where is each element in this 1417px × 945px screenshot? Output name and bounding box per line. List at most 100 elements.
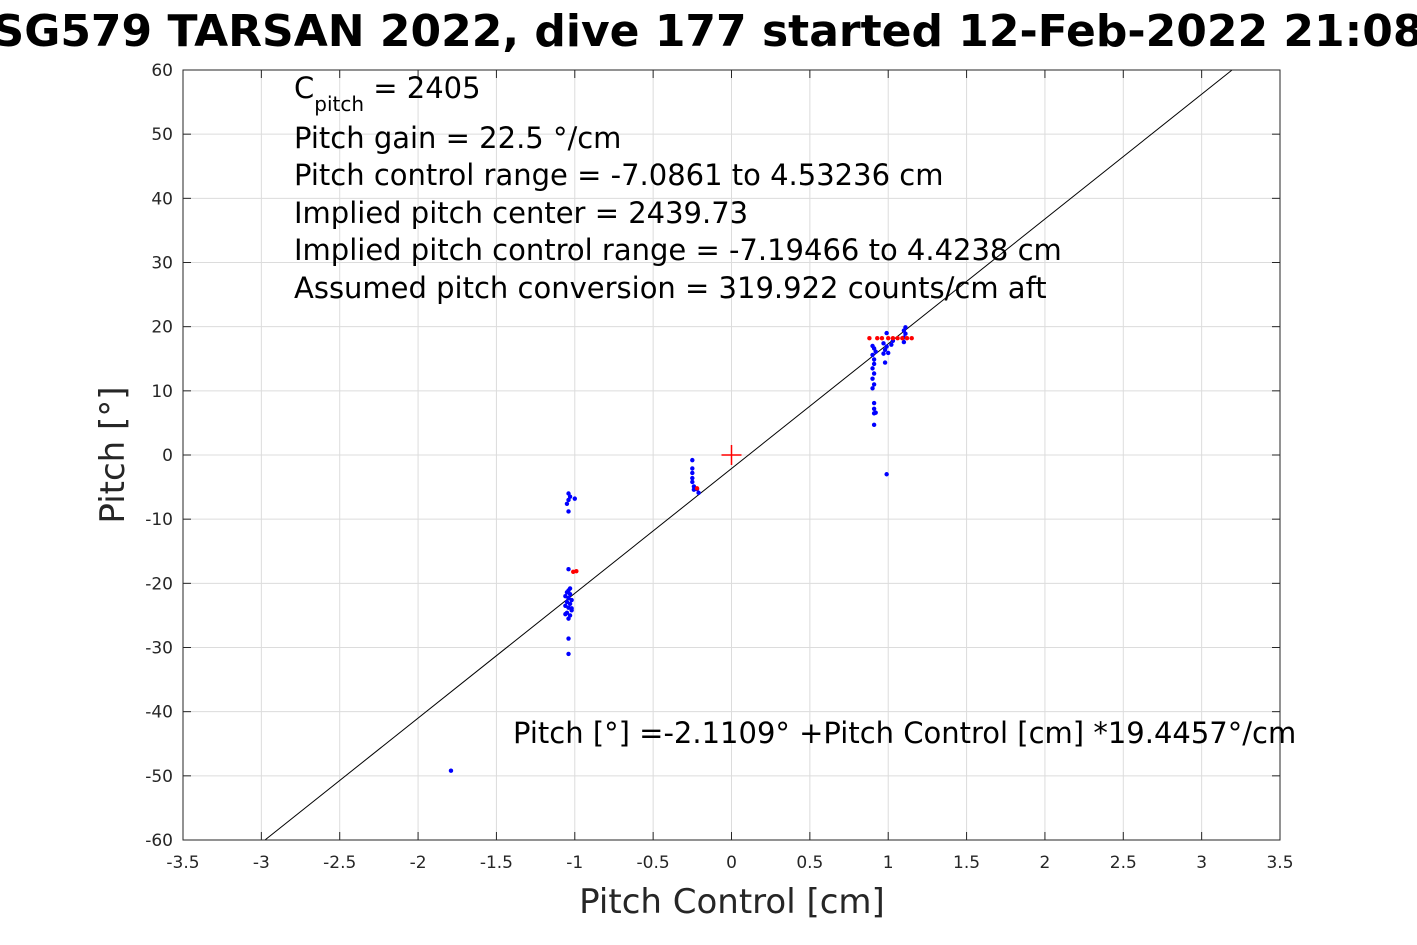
x-tick-label: 2.5 — [1110, 853, 1137, 873]
y-tick-label: 60 — [151, 61, 173, 81]
blue-data-point — [870, 386, 875, 391]
blue-data-point — [696, 490, 701, 496]
center-marker-layer — [721, 445, 742, 465]
blue-data-point — [569, 606, 574, 611]
blue-data-point — [871, 406, 877, 411]
c-pitch-symbol: C — [294, 71, 314, 105]
x-tick-label: 1 — [883, 853, 894, 873]
x-tick-label: 0 — [726, 853, 737, 873]
blue-data-point — [884, 472, 889, 477]
blue-data-point — [881, 351, 886, 356]
blue-data-point — [563, 603, 568, 608]
blue-data-point — [567, 613, 573, 618]
chart-title: SG579 TARSAN 2022, dive 177 started 12-F… — [0, 6, 1417, 57]
x-tick-label: -1.5 — [480, 853, 513, 873]
assumed-pitch-conversion-annotation: Assumed pitch conversion = 319.922 count… — [294, 271, 1047, 305]
blue-data-point — [566, 491, 571, 496]
blue-data-point — [870, 343, 875, 349]
blue-data-point — [563, 611, 568, 617]
blue-data-point — [884, 330, 889, 336]
red-data-point — [904, 336, 910, 341]
axis-ticks — [182, 69, 1281, 841]
blue-data-point — [690, 457, 695, 463]
blue-data-point — [871, 382, 877, 387]
red-data-point — [694, 486, 700, 491]
blue-data-point — [871, 400, 877, 406]
pitch-gain-annotation: Pitch gain = 22.5 °/cm — [294, 121, 621, 155]
y-tick-label: 0 — [162, 446, 173, 466]
red-data-point — [900, 336, 905, 341]
blue-data-point — [566, 636, 571, 641]
blue-data-point — [690, 470, 695, 476]
implied-pitch-center-annotation: Implied pitch center = 2439.73 — [294, 196, 748, 230]
blue-data-point — [690, 479, 695, 485]
blue-data-point — [871, 371, 877, 376]
x-tick-label: -0.5 — [637, 853, 670, 873]
blue-data-point — [870, 352, 875, 358]
x-tick-labels: -3.5 -3 -2.5 -2 -1.5 -1 -0.5 0 0.5 1 1.5 2 2.5 3 3.5 — [166, 853, 1293, 873]
annotation-block: Cpitch = 2405 Pitch gain = 22.5 °/cm Pit… — [294, 71, 1062, 305]
fit-line — [264, 69, 1233, 841]
data-points — [448, 325, 914, 773]
red-data-point — [886, 336, 891, 341]
blue-data-point — [901, 339, 907, 345]
fit-equation-annotation: Pitch [°] =-2.1109° +Pitch Control [cm] … — [513, 716, 1296, 750]
x-tick-label: 1.5 — [953, 853, 980, 873]
red-data-point — [867, 336, 872, 341]
y-axis-label: Pitch [°] — [93, 386, 133, 523]
blue-data-point — [871, 361, 877, 367]
y-tick-label: -30 — [145, 639, 173, 659]
x-tick-label: 0.5 — [796, 853, 823, 873]
red-data-point — [879, 336, 885, 341]
y-tick-label: 10 — [151, 382, 173, 402]
red-data-point — [574, 568, 579, 574]
red-data-point — [890, 336, 896, 341]
blue-data-point — [690, 466, 695, 471]
c-pitch-subscript: pitch — [314, 92, 364, 116]
plot-border — [182, 69, 1281, 841]
blue-data-point — [572, 496, 577, 501]
x-tick-label: -2 — [410, 853, 427, 873]
blue-data-point — [886, 350, 891, 356]
blue-data-point — [448, 768, 454, 773]
blue-data-point — [690, 475, 695, 481]
y-tick-label: -10 — [145, 510, 173, 530]
x-tick-label: -3.5 — [166, 853, 199, 873]
x-axis-label: Pitch Control [cm] — [579, 882, 885, 922]
y-tick-label: 30 — [151, 254, 173, 274]
pitch-control-range-annotation: Pitch control range = -7.0861 to 4.53236… — [294, 158, 943, 192]
x-tick-label: -1 — [566, 853, 583, 873]
blue-data-point — [873, 410, 878, 415]
x-tick-label: 3.5 — [1266, 853, 1293, 873]
x-tick-label: 3 — [1196, 853, 1207, 873]
blue-data-point — [564, 599, 570, 605]
red-data-point — [909, 336, 914, 341]
blue-data-point — [563, 593, 568, 599]
blue-data-point — [567, 586, 573, 591]
blue-data-point — [884, 344, 889, 349]
plot-area — [182, 69, 1281, 841]
fit-line-layer — [264, 69, 1233, 841]
blue-data-point — [566, 509, 571, 514]
x-tick-label: -2.5 — [323, 853, 356, 873]
blue-data-point — [564, 501, 570, 506]
blue-data-point — [881, 341, 886, 346]
blue-data-point — [566, 567, 571, 572]
y-tick-label: -40 — [145, 703, 173, 723]
y-tick-label: -60 — [145, 831, 173, 851]
blue-data-point — [871, 422, 877, 428]
red-data-point — [875, 336, 880, 341]
blue-data-point — [871, 357, 877, 362]
x-tick-label: 2 — [1040, 853, 1051, 873]
y-tick-labels: -60 -50 -40 -30 -20 -10 0 10 20 30 40 50 60 — [145, 61, 173, 851]
blue-data-point — [870, 366, 875, 371]
y-tick-label: 20 — [151, 318, 173, 338]
blue-data-point — [870, 376, 875, 381]
x-tick-label: -3 — [253, 853, 270, 873]
blue-data-point — [566, 651, 571, 657]
y-tick-label: -20 — [145, 574, 173, 594]
blue-data-point — [882, 360, 888, 365]
y-tick-label: 50 — [151, 125, 173, 145]
blue-data-point — [889, 342, 894, 347]
